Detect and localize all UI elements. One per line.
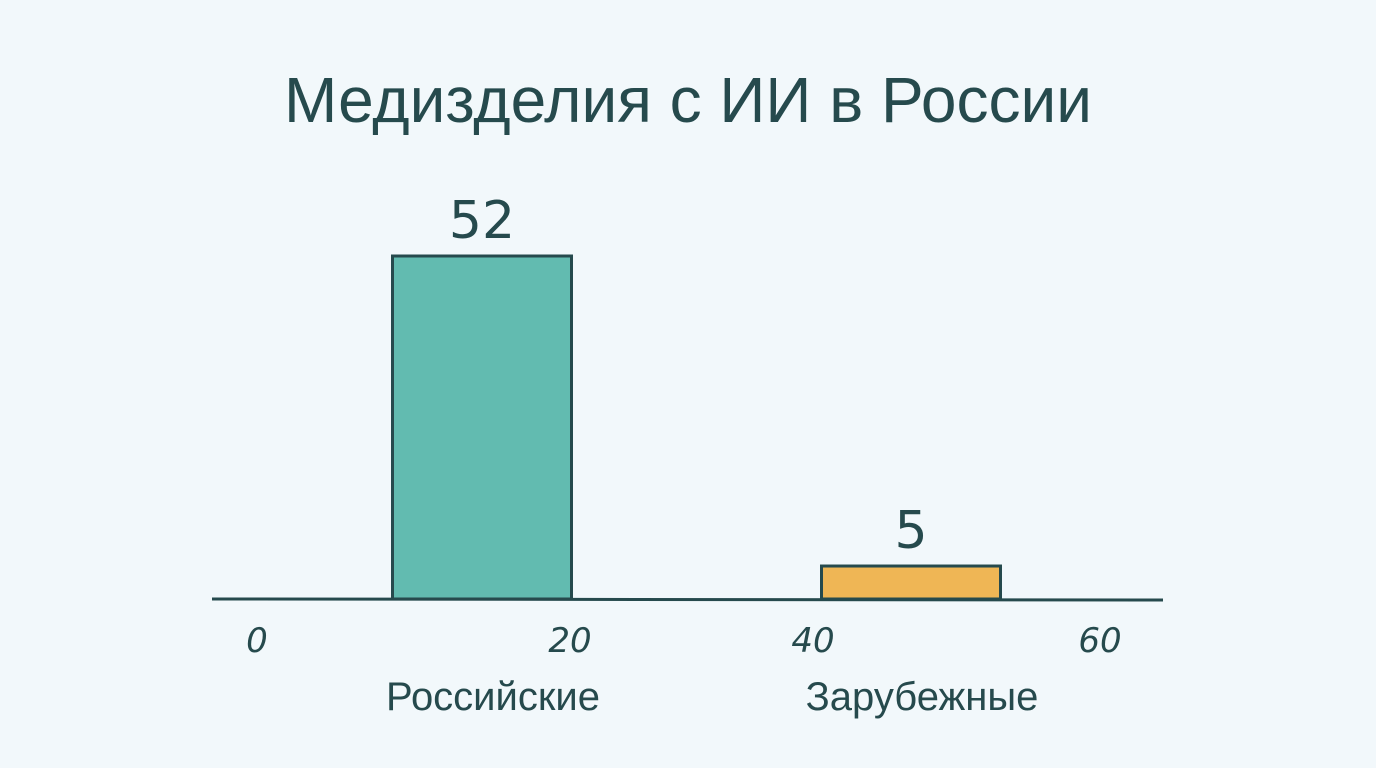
x-tick-label: 20 [548,621,591,661]
x-tick-label: 40 [791,621,834,661]
bar-value-label: 5 [894,501,927,561]
category-labels-group: Российские Зарубежные [386,675,1038,719]
category-label: Зарубежные [806,675,1039,719]
chart-title: Медизделия с ИИ в России [284,64,1092,136]
tick-labels-group: 0 20 40 60 [246,621,1121,661]
x-tick-label: 0 [246,621,268,661]
bars-group: 52 5 [391,191,1002,601]
bar-value-label: 52 [449,191,515,251]
bar-1 [391,254,573,601]
baseline-axis [211,597,1164,602]
x-tick-label: 60 [1078,621,1121,661]
bar-2 [820,564,1002,601]
category-label: Российские [386,675,600,719]
